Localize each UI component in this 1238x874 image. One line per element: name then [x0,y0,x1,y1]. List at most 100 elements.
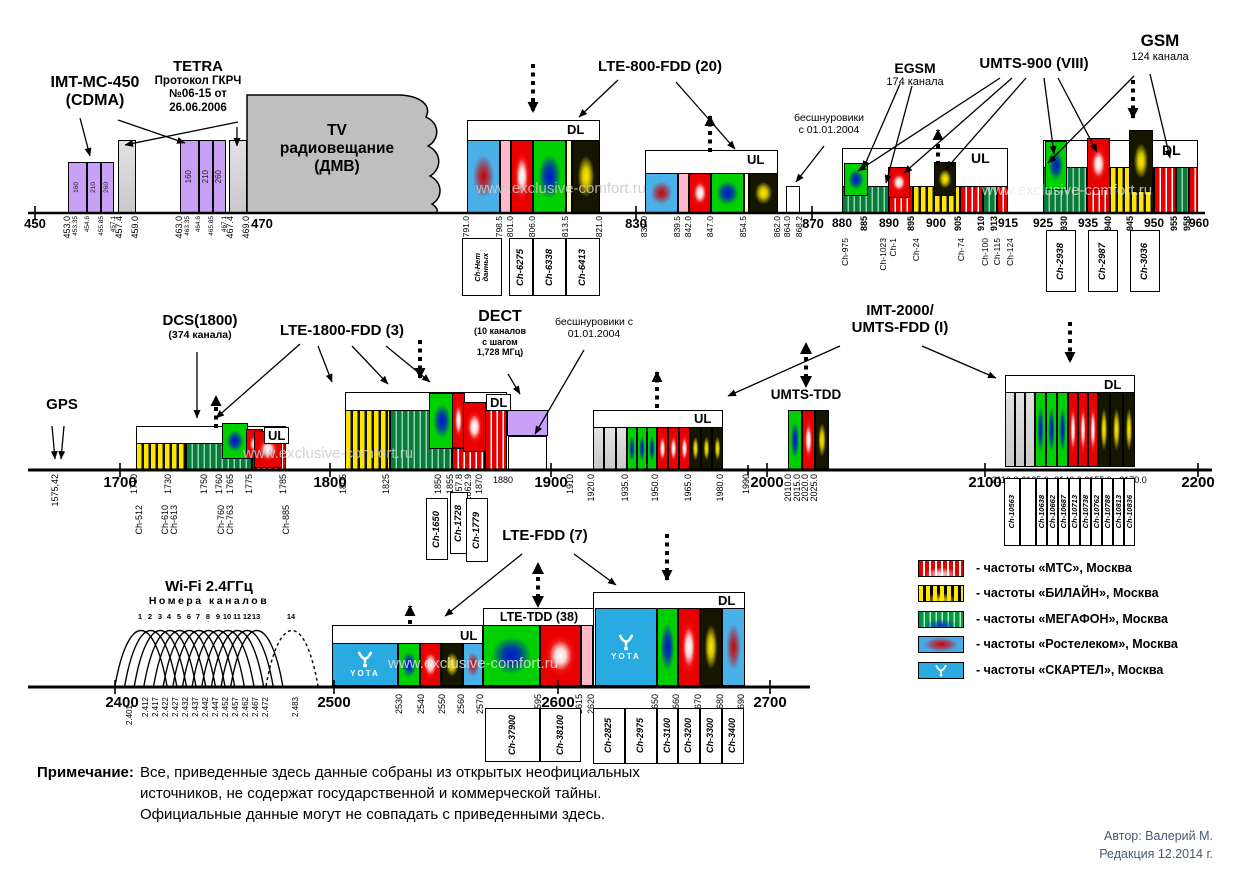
axis-tick-label: 830 [625,216,647,231]
band-cell-ros [645,173,678,213]
band-cell-gray [593,427,604,470]
tetra-cell-label: 210 [200,169,210,184]
axis-tick-label: 464.6 [195,216,202,233]
axis-tick-label: 467.4 [225,216,235,239]
wifi-channel-number: 8 [205,612,211,621]
band-cell-bee [712,427,723,470]
cordless-900-label: бесшнуровики с 01.01.2004 [780,112,878,136]
band-cell-bee [572,140,600,213]
watermark: www.exclusive-comfort.ru [243,445,414,462]
axis-tick-label: 1935.0 [620,474,630,502]
imt-mc-450-title: IMT-MC-450 (CDMA) [22,74,168,111]
band-cell-mts [1068,392,1078,467]
wifi-freq-label: 2.432 [181,697,190,718]
axis-tick-label: 1965.0 [683,474,693,502]
channel-box-label: Ch-3300 [705,718,716,754]
axis-tick-label: 1980.0 [715,474,725,502]
axis-tick-label: 950 [1143,216,1165,230]
wifi-freq-label: 2.442 [201,697,210,718]
channel-box-label: Ch-1728 [453,504,465,542]
axis-tick-label: 1900 [534,474,568,491]
note-heading: Примечание: [37,764,134,781]
channel-box: Ch-10662 [1047,478,1058,546]
band-cell-pink [581,625,593,686]
channel-box: Ch-10836 [1124,478,1135,546]
wifi-arc [124,629,178,687]
tetra-cell-label: 160 [73,182,81,193]
band-cell-meg [637,427,647,470]
channel-box: Ch-6413 [566,238,600,296]
channel-label: Ch-512 [134,505,144,535]
wifi-freq-label: 2.412 [141,697,150,718]
wifi-arc [191,629,245,687]
axis-tick-label: 854.5 [738,216,748,238]
channel-box-label: Ch-2938 [1055,242,1067,280]
axis-tick-label: 2400 [105,694,139,711]
band-cell-gray [1015,392,1025,467]
band-cell-gray [616,427,627,470]
channel-box-label: Ch-10713 [1069,495,1079,529]
band-cell-bee [815,410,829,470]
axis-tick-label: 450 [24,216,46,231]
cordless-900-line1: бесшнуровики [794,112,864,124]
channel-label: Ch-885 [281,505,291,535]
axis-tick-label: 1700 [103,474,137,491]
watermark: www.exclusive-comfort.ru [982,182,1153,199]
channel-box: Ch-6275 [509,238,533,296]
tv-line3: (ДМВ) [314,157,360,175]
band-cell-sm [1176,167,1189,213]
note-line: источников, не содержат государственной … [140,785,602,802]
watermark: www.exclusive-comfort.ru [388,655,559,672]
umts900-title: UMTS-900 (VIII) [979,55,1089,72]
axis-tick-label: 900 [925,216,947,230]
channel-label: Ch-975 [840,238,850,266]
wifi-arc [162,629,216,687]
channel-box-label: Ch-3100 [661,718,672,754]
band-cell-mts [888,167,910,198]
egsm-title: EGSM 174 канала [876,60,954,89]
channel-box-label: Ch-10638 [1036,495,1046,529]
channel-box-label: Ch-10836 [1124,495,1134,529]
wifi-freq-label: 2.422 [161,697,170,718]
channel-box-label: Ch-10738 [1080,495,1090,529]
dcs-title: DCS(1800) (374 канала) [148,312,252,341]
band-cell-gray [1005,392,1015,467]
axis-tick-label: 1710 [129,474,139,495]
band-cell-mts [679,427,690,470]
wifi-channel-number: 6 [186,612,192,621]
band-cell-meg [657,608,678,686]
channel-label: Ch-115 [992,238,1002,266]
legend-item-rostelecom: - частоты «Ростелеком», Москва [900,636,1238,658]
channel-box: Ch-3100 [657,708,678,764]
band-cell-meg [1035,392,1046,467]
channel-label: Ch-763 [225,505,235,535]
cordless-1900-line2: 01.01.2004 [567,328,621,341]
axis-tick-label: 862.0 [772,216,782,238]
band-cell-meg [533,140,566,213]
tetra-channel-cell: 160 [68,162,87,213]
band-cell-mts [1088,392,1098,467]
imt2000-line2: UMTS-FDD (I) [851,319,949,337]
axis-tick-label: 930 [1059,216,1069,232]
wifi-freq-label: 2.447 [211,697,220,718]
band-cell-bee [934,162,956,196]
band-cell-mts [668,427,679,470]
author-line1: Автор: Валерий М. [1104,829,1213,843]
wifi-arc [152,629,207,687]
tetra-channel-cell: 260 [213,140,226,213]
channel-box: Ch-10813 [1113,478,1124,546]
tetra-line3: №06-15 от [169,88,227,101]
band-direction-label: UL [460,628,478,643]
wifi-arc [143,629,197,687]
channel-box: Ch-2975 [625,708,657,764]
wifi-title: Wi-Fi 2.4ГГц Номера каналов [128,578,290,607]
axis-tick-label: 801.0 [505,216,515,238]
dcs-line1: DCS(1800) [162,312,238,329]
band-cell-mts [540,625,581,686]
channel-label: Ch-613 [169,505,179,535]
axis-tick-label: 453.35 [72,216,79,236]
channel-box: Ch-10788 [1102,478,1113,546]
channel-box-label: Ch-6413 [577,248,589,286]
legend-item-beeline: - частоты «БИЛАЙН», Москва [900,585,1238,607]
